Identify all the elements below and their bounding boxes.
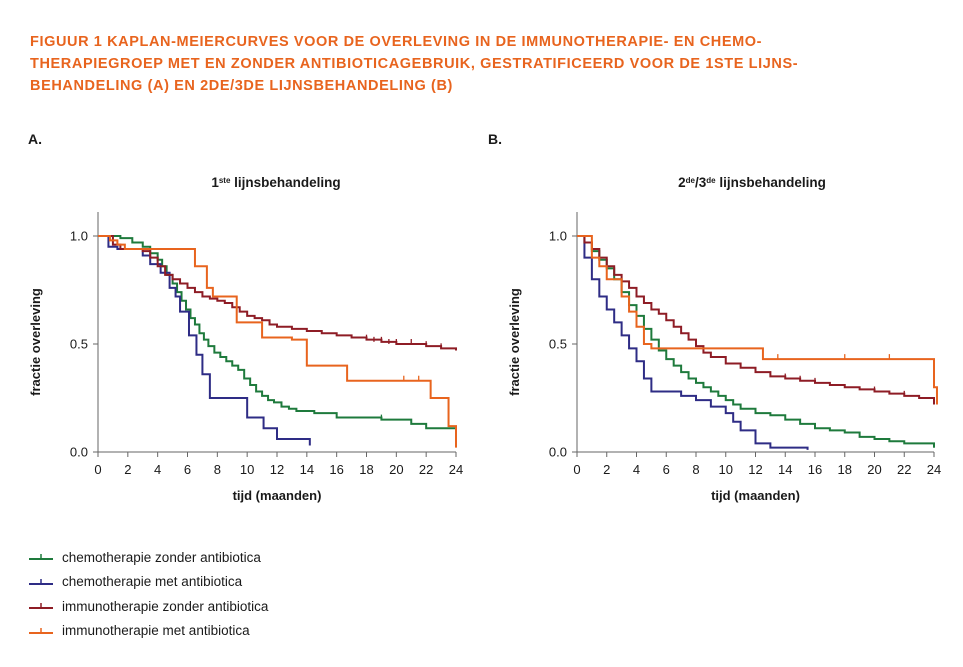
x-tick-label: 18	[838, 462, 852, 477]
x-tick-label: 8	[692, 462, 699, 477]
legend-label: chemotherapie zonder antibiotica	[62, 549, 261, 565]
x-tick-label: 12	[748, 462, 762, 477]
legend-label: immunotherapie met antibiotica	[62, 623, 250, 639]
x-tick-label: 6	[663, 462, 670, 477]
x-tick-label: 20	[867, 462, 881, 477]
chart-title: 2de/3de lijnsbehandeling	[678, 175, 826, 190]
panel-label-b: B.	[488, 131, 502, 147]
y-tick-label: 0.0	[549, 445, 567, 460]
legend-item-immuno-no-ab: immunotherapie zonder antibiotica	[28, 594, 268, 619]
x-tick-label: 20	[389, 462, 403, 477]
x-tick-label: 10	[240, 462, 254, 477]
legend: chemotherapie zonder antibiotica chemoth…	[28, 545, 268, 643]
y-tick-label: 0.5	[549, 337, 567, 352]
x-tick-label: 22	[897, 462, 911, 477]
x-tick-label: 16	[808, 462, 822, 477]
y-tick-label: 1.0	[70, 229, 88, 244]
legend-swatch-icon	[29, 627, 53, 634]
km-curve-series-0	[577, 235, 935, 448]
panel-label-a: A.	[28, 131, 42, 147]
x-tick-label: 12	[270, 462, 284, 477]
x-tick-label: 0	[573, 462, 580, 477]
km-curve-series-0	[98, 235, 457, 431]
legend-swatch-icon	[29, 603, 53, 610]
x-tick-label: 0	[94, 462, 101, 477]
x-tick-label: 6	[184, 462, 191, 477]
x-tick-label: 24	[449, 462, 463, 477]
legend-label: chemotherapie met antibiotica	[62, 574, 243, 590]
legend-label: immunotherapie zonder antibiotica	[62, 598, 269, 614]
km-curve-series-3	[577, 235, 938, 405]
legend-item-chemo-no-ab: chemotherapie zonder antibiotica	[28, 545, 268, 570]
x-tick-label: 14	[778, 462, 792, 477]
x-tick-label: 16	[329, 462, 343, 477]
y-axis-title: fractie overleving	[507, 288, 522, 396]
x-tick-label: 18	[359, 462, 373, 477]
legend-item-chemo-ab: chemotherapie met antibiotica	[28, 570, 268, 595]
km-curve-series-2	[577, 235, 935, 405]
figure-title: FIGUUR 1 KAPLAN-MEIERCURVES VOOR DE OVER…	[30, 31, 930, 97]
chart-title: 1ste lijnsbehandeling	[211, 175, 340, 190]
x-tick-label: 2	[124, 462, 131, 477]
x-tick-label: 4	[154, 462, 161, 477]
x-tick-label: 4	[633, 462, 640, 477]
figure-title-line-2: THERAPIEGROEP MET EN ZONDER ANTIBIOTICAG…	[30, 56, 799, 72]
legend-item-immuno-ab: immunotherapie met antibiotica	[28, 619, 268, 644]
legend-swatch-icon	[29, 554, 53, 561]
x-tick-label: 8	[214, 462, 221, 477]
x-tick-label: 22	[419, 462, 433, 477]
figure-title-line-1: FIGUUR 1 KAPLAN-MEIERCURVES VOOR DE OVER…	[30, 34, 763, 50]
x-tick-label: 24	[927, 462, 941, 477]
x-axis-title: tijd (maanden)	[711, 488, 800, 503]
km-curve-series-1	[577, 235, 809, 450]
y-tick-label: 0.5	[70, 337, 88, 352]
y-axis-title: fractie overleving	[28, 288, 43, 396]
y-tick-label: 1.0	[549, 229, 567, 244]
x-tick-label: 10	[719, 462, 733, 477]
x-tick-label: 2	[603, 462, 610, 477]
y-tick-label: 0.0	[70, 445, 88, 460]
x-tick-label: 14	[300, 462, 314, 477]
legend-swatch-icon	[29, 578, 53, 585]
x-axis-title: tijd (maanden)	[233, 488, 322, 503]
km-curve-series-2	[98, 235, 457, 351]
km-curve-series-3	[98, 235, 457, 448]
km-curve-series-1	[98, 235, 311, 446]
figure-title-line-3: BEHANDELING (A) EN 2DE/3DE LIJNSBEHANDEL…	[30, 78, 453, 94]
